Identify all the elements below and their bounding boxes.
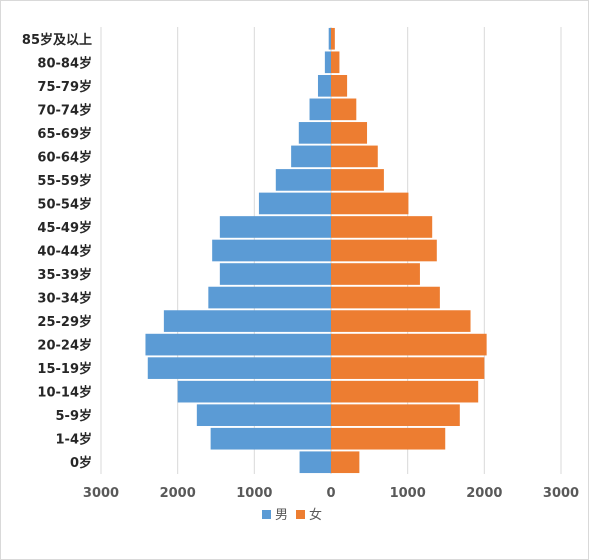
bar-female-11 (331, 286, 440, 309)
bar-male-7 (258, 192, 331, 215)
bar-female-14 (331, 357, 485, 379)
category-label-1: 80-84岁 (37, 55, 92, 71)
bar-female-5 (331, 145, 378, 168)
x-tick-label-4: 1000 (390, 486, 426, 501)
bar-male-4 (298, 122, 331, 144)
category-label-8: 45-49岁 (37, 220, 92, 236)
category-label-7: 50-54岁 (37, 196, 92, 212)
category-label-0: 85岁及以上 (22, 32, 92, 48)
category-labels: 85岁及以上 80-84岁 75-79岁 70-74岁 65-69岁 60-64岁 55-5… (22, 32, 92, 471)
legend-label-0: 男 (275, 508, 288, 523)
category-label-12: 25-29岁 (37, 314, 92, 330)
legend-swatch-1 (296, 510, 305, 519)
bar-female-6 (331, 169, 384, 191)
category-label-4: 65-69岁 (37, 126, 92, 142)
bar-male-18 (299, 451, 331, 474)
bar-male-10 (219, 263, 331, 285)
category-label-5: 60-64岁 (37, 149, 92, 165)
category-label-11: 30-34岁 (37, 291, 92, 307)
bar-male-0 (328, 27, 331, 50)
category-label-18: 0岁 (70, 455, 92, 471)
bar-male-13 (145, 333, 331, 356)
category-label-6: 55-59岁 (37, 173, 92, 189)
category-label-10: 35-39岁 (37, 267, 92, 283)
bar-male-14 (147, 357, 331, 379)
bar-female-15 (331, 380, 479, 403)
bar-female-9 (331, 239, 437, 262)
category-label-2: 75-79岁 (37, 79, 92, 95)
bar-male-2 (317, 74, 331, 97)
bar-male-3 (309, 98, 331, 121)
x-tick-labels: 3000 2000 1000 0 1000 2000 3000 (83, 486, 579, 501)
bar-male-6 (275, 169, 331, 191)
bar-female-12 (331, 310, 471, 332)
bar-female-4 (331, 122, 368, 144)
category-label-14: 15-19岁 (37, 361, 92, 377)
bar-female-10 (331, 263, 420, 285)
category-label-16: 5-9岁 (56, 408, 93, 424)
x-tick-label-0: 3000 (83, 486, 119, 501)
x-tick-label-5: 2000 (466, 486, 502, 501)
x-tick-label-1: 2000 (160, 486, 196, 501)
bar-female-16 (331, 404, 460, 427)
x-tick-label-6: 3000 (543, 486, 579, 501)
category-label-15: 10-14岁 (37, 385, 92, 401)
category-label-9: 40-44岁 (37, 244, 92, 260)
bar-female-1 (331, 51, 340, 74)
bar-male-17 (210, 427, 331, 450)
category-label-17: 1-4岁 (56, 432, 93, 448)
bar-male-12 (163, 310, 331, 332)
bar-female-8 (331, 216, 433, 238)
legend: 男女 (262, 507, 322, 523)
bar-female-17 (331, 427, 446, 450)
bar-female-3 (331, 98, 357, 121)
bar-male-16 (196, 404, 331, 427)
x-tick-label-3: 0 (326, 486, 335, 501)
bar-male-8 (219, 216, 331, 238)
x-tick-label-2: 1000 (236, 486, 272, 501)
bar-male-11 (208, 286, 331, 309)
bar-female-18 (331, 451, 360, 474)
bar-male-15 (177, 380, 331, 403)
bar-female-2 (331, 74, 348, 97)
bar-male-5 (291, 145, 331, 168)
category-label-13: 20-24岁 (37, 338, 92, 354)
bar-male-1 (324, 51, 331, 74)
bar-male-9 (212, 239, 331, 262)
legend-swatch-0 (262, 510, 271, 519)
legend-label-1: 女 (309, 507, 322, 523)
bar-female-7 (331, 192, 409, 215)
bars (145, 27, 487, 474)
bar-female-0 (331, 27, 335, 50)
bar-female-13 (331, 333, 487, 356)
category-label-3: 70-74岁 (37, 102, 92, 118)
